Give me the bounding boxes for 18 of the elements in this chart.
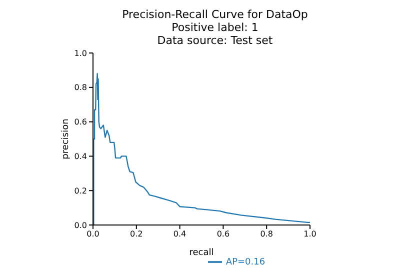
source-note: Data source: Test set	[156, 34, 274, 47]
y-tick-label: 0.4	[74, 152, 87, 162]
x-tick-label: 0.0	[86, 230, 100, 239]
x-tick-label: 0.2	[130, 230, 143, 239]
x-tick-label: 0.8	[260, 230, 273, 239]
x-tick-label: 0.6	[216, 230, 230, 239]
chart-title: Precision-Recall Curve for DataOp	[121, 8, 309, 21]
x-tick-label: 1.0	[304, 230, 316, 239]
y-tick-label: 0.6	[74, 118, 87, 127]
chart-subtitle: Positive label: 1	[170, 21, 260, 34]
y-tick-label: 0.8	[74, 83, 87, 92]
legend-label: AP=0.16	[226, 257, 266, 268]
x-tick-label: 0.4	[173, 230, 186, 239]
x-axis-title: recall	[189, 248, 214, 258]
y-tick-label: 0.2	[74, 186, 87, 196]
y-tick-label: 0.0	[74, 220, 87, 230]
y-tick-label: 1.0	[74, 48, 87, 58]
y-axis-title: precision	[61, 118, 72, 160]
